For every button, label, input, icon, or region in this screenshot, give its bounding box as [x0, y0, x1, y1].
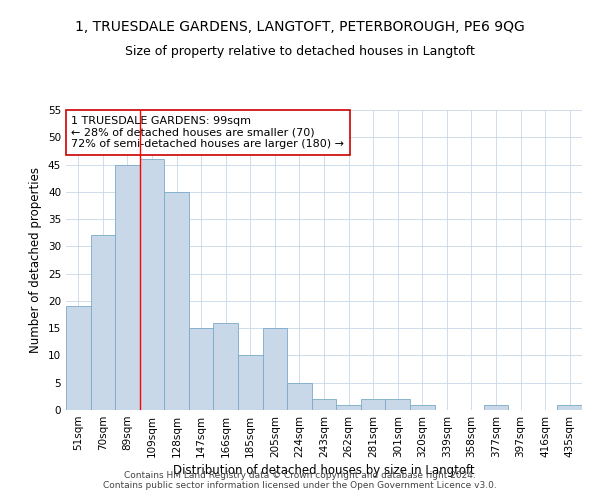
Text: 1 TRUESDALE GARDENS: 99sqm
← 28% of detached houses are smaller (70)
72% of semi: 1 TRUESDALE GARDENS: 99sqm ← 28% of deta…: [71, 116, 344, 149]
Text: Contains HM Land Registry data © Crown copyright and database right 2024.
Contai: Contains HM Land Registry data © Crown c…: [103, 470, 497, 490]
Bar: [140, 159, 164, 410]
X-axis label: Distribution of detached houses by size in Langtoft: Distribution of detached houses by size …: [173, 464, 475, 477]
Bar: [385, 399, 410, 410]
Bar: [410, 404, 434, 410]
Bar: [189, 328, 214, 410]
Bar: [66, 306, 91, 410]
Bar: [557, 404, 582, 410]
Bar: [214, 322, 238, 410]
Y-axis label: Number of detached properties: Number of detached properties: [29, 167, 43, 353]
Text: Size of property relative to detached houses in Langtoft: Size of property relative to detached ho…: [125, 45, 475, 58]
Bar: [287, 382, 312, 410]
Text: 1, TRUESDALE GARDENS, LANGTOFT, PETERBOROUGH, PE6 9QG: 1, TRUESDALE GARDENS, LANGTOFT, PETERBOR…: [75, 20, 525, 34]
Bar: [238, 356, 263, 410]
Bar: [361, 399, 385, 410]
Bar: [336, 404, 361, 410]
Bar: [263, 328, 287, 410]
Bar: [312, 399, 336, 410]
Bar: [91, 236, 115, 410]
Bar: [164, 192, 189, 410]
Bar: [115, 164, 140, 410]
Bar: [484, 404, 508, 410]
